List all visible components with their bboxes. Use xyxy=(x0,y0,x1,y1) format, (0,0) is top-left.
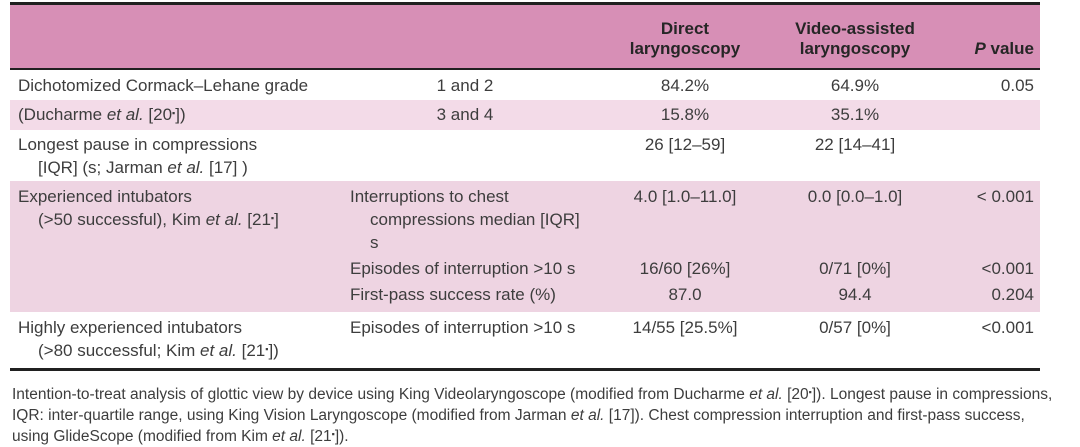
row5-label: Highly experienced intubators (>80 succe… xyxy=(10,316,350,362)
row5-label-line1: Highly experienced intubators xyxy=(18,318,242,337)
sub3-measure: First-pass success rate (%) xyxy=(350,285,556,304)
table-top-rule xyxy=(10,2,1040,5)
row1-p-value: 0.05 xyxy=(1000,76,1034,95)
header-p-italic: P xyxy=(974,39,986,58)
table-bottom-rule xyxy=(10,368,1040,371)
table-row-ducharme-3and4: (Ducharme et al. [20▪]) 3 and 4 15.8% 35… xyxy=(10,100,1040,130)
row5-p-value: <0.001 xyxy=(981,318,1034,337)
table-footnote: Intention-to-treat analysis of glottic v… xyxy=(12,386,1053,445)
sub2-measure: Episodes of interruption >10 s xyxy=(350,259,576,278)
row4-label-line2: (>50 successful), Kim et al. [21▪] xyxy=(38,210,279,229)
row1-direct-value: 84.2% xyxy=(660,76,710,95)
subrow-first-pass-success: First-pass success rate (%) 87.0 94.4 0.… xyxy=(350,283,1040,306)
header-direct-laryngoscopy: Direct laryngoscopy xyxy=(580,19,790,68)
results-table: Direct laryngoscopy Video-assisted laryn… xyxy=(10,2,1040,371)
subrow-interruptions-median: Interruptions to chest compressions medi… xyxy=(350,185,1040,254)
sub1-direct-value: 4.0 [1.0–11.0] xyxy=(633,187,737,206)
row2-measure: 3 and 4 xyxy=(436,105,494,124)
row5-video-value: 0/57 [0%] xyxy=(819,318,891,337)
table-row-longest-pause: Longest pause in compressions [IQR] (s; … xyxy=(10,130,1040,181)
header-direct-line1: Direct xyxy=(660,19,710,38)
row2-direct-value: 15.8% xyxy=(660,105,710,124)
row3-label: Longest pause in compressions [IQR] (s; … xyxy=(10,133,350,179)
sub1-video-value: 0.0 [0.0–1.0] xyxy=(807,187,903,206)
row4-label-line1: Experienced intubators xyxy=(18,187,192,206)
sub3-video-value: 94.4 xyxy=(838,285,872,304)
header-p-value: P value xyxy=(920,39,1040,68)
sub1-measure: Interruptions to chest compressions medi… xyxy=(350,185,580,254)
header-p-rest: value xyxy=(985,39,1034,58)
table-row-cormack-grade-1and2: Dichotomized Cormack–Lehane grade 1 and … xyxy=(10,70,1040,100)
row5-measure: Episodes of interruption >10 s xyxy=(350,318,576,337)
row3-video-value: 22 [14–41] xyxy=(814,135,896,154)
sub2-p-value: <0.001 xyxy=(981,259,1034,278)
subrow-episodes-interruption: Episodes of interruption >10 s 16/60 [26… xyxy=(350,257,1040,280)
header-video-line1: Video-assisted xyxy=(795,19,915,38)
table-header-row: Direct laryngoscopy Video-assisted laryn… xyxy=(10,5,1040,68)
row2-video-value: 35.1% xyxy=(830,105,880,124)
sub3-p-value: 0.204 xyxy=(991,285,1034,304)
row5-direct-value: 14/55 [25.5%] xyxy=(632,318,738,337)
row3-label-line2: [IQR] (s; Jarman et al. [17] ) xyxy=(38,158,248,177)
sub2-video-value: 0/71 [0%] xyxy=(819,259,891,278)
sub1-p-value: < 0.001 xyxy=(976,187,1034,206)
table-row-highly-experienced-intubators: Highly experienced intubators (>80 succe… xyxy=(10,312,1040,368)
header-video-assisted-laryngoscopy: Video-assisted laryngoscopy xyxy=(790,19,920,68)
header-spacer-col2 xyxy=(350,59,580,68)
row3-label-line1: Longest pause in compressions xyxy=(18,135,258,154)
sub1-measure-line2: compressions median [IQR] s xyxy=(370,210,580,252)
row2-label: (Ducharme et al. [20▪]) xyxy=(18,105,186,124)
row1-video-value: 64.9% xyxy=(830,76,880,95)
row3-direct-value: 26 [12–59] xyxy=(644,135,726,154)
sub3-direct-value: 87.0 xyxy=(668,285,702,304)
header-direct-line2: laryngoscopy xyxy=(629,39,741,58)
row4-subrows: Interruptions to chest compressions medi… xyxy=(350,185,1040,306)
header-spacer-col1 xyxy=(10,59,350,68)
header-video-line2: laryngoscopy xyxy=(799,39,911,58)
row1-label: Dichotomized Cormack–Lehane grade xyxy=(18,76,309,95)
sub1-measure-line1: Interruptions to chest xyxy=(350,187,509,206)
table-rowgroup-experienced-intubators: Experienced intubators (>50 successful),… xyxy=(10,181,1040,312)
sub2-direct-value: 16/60 [26%] xyxy=(639,259,731,278)
header-bottom-rule xyxy=(10,68,1040,70)
row4-label: Experienced intubators (>50 successful),… xyxy=(10,185,350,306)
row5-label-line2: (>80 successful; Kim et al. [21▪]) xyxy=(38,341,279,360)
row1-measure: 1 and 2 xyxy=(436,76,494,95)
